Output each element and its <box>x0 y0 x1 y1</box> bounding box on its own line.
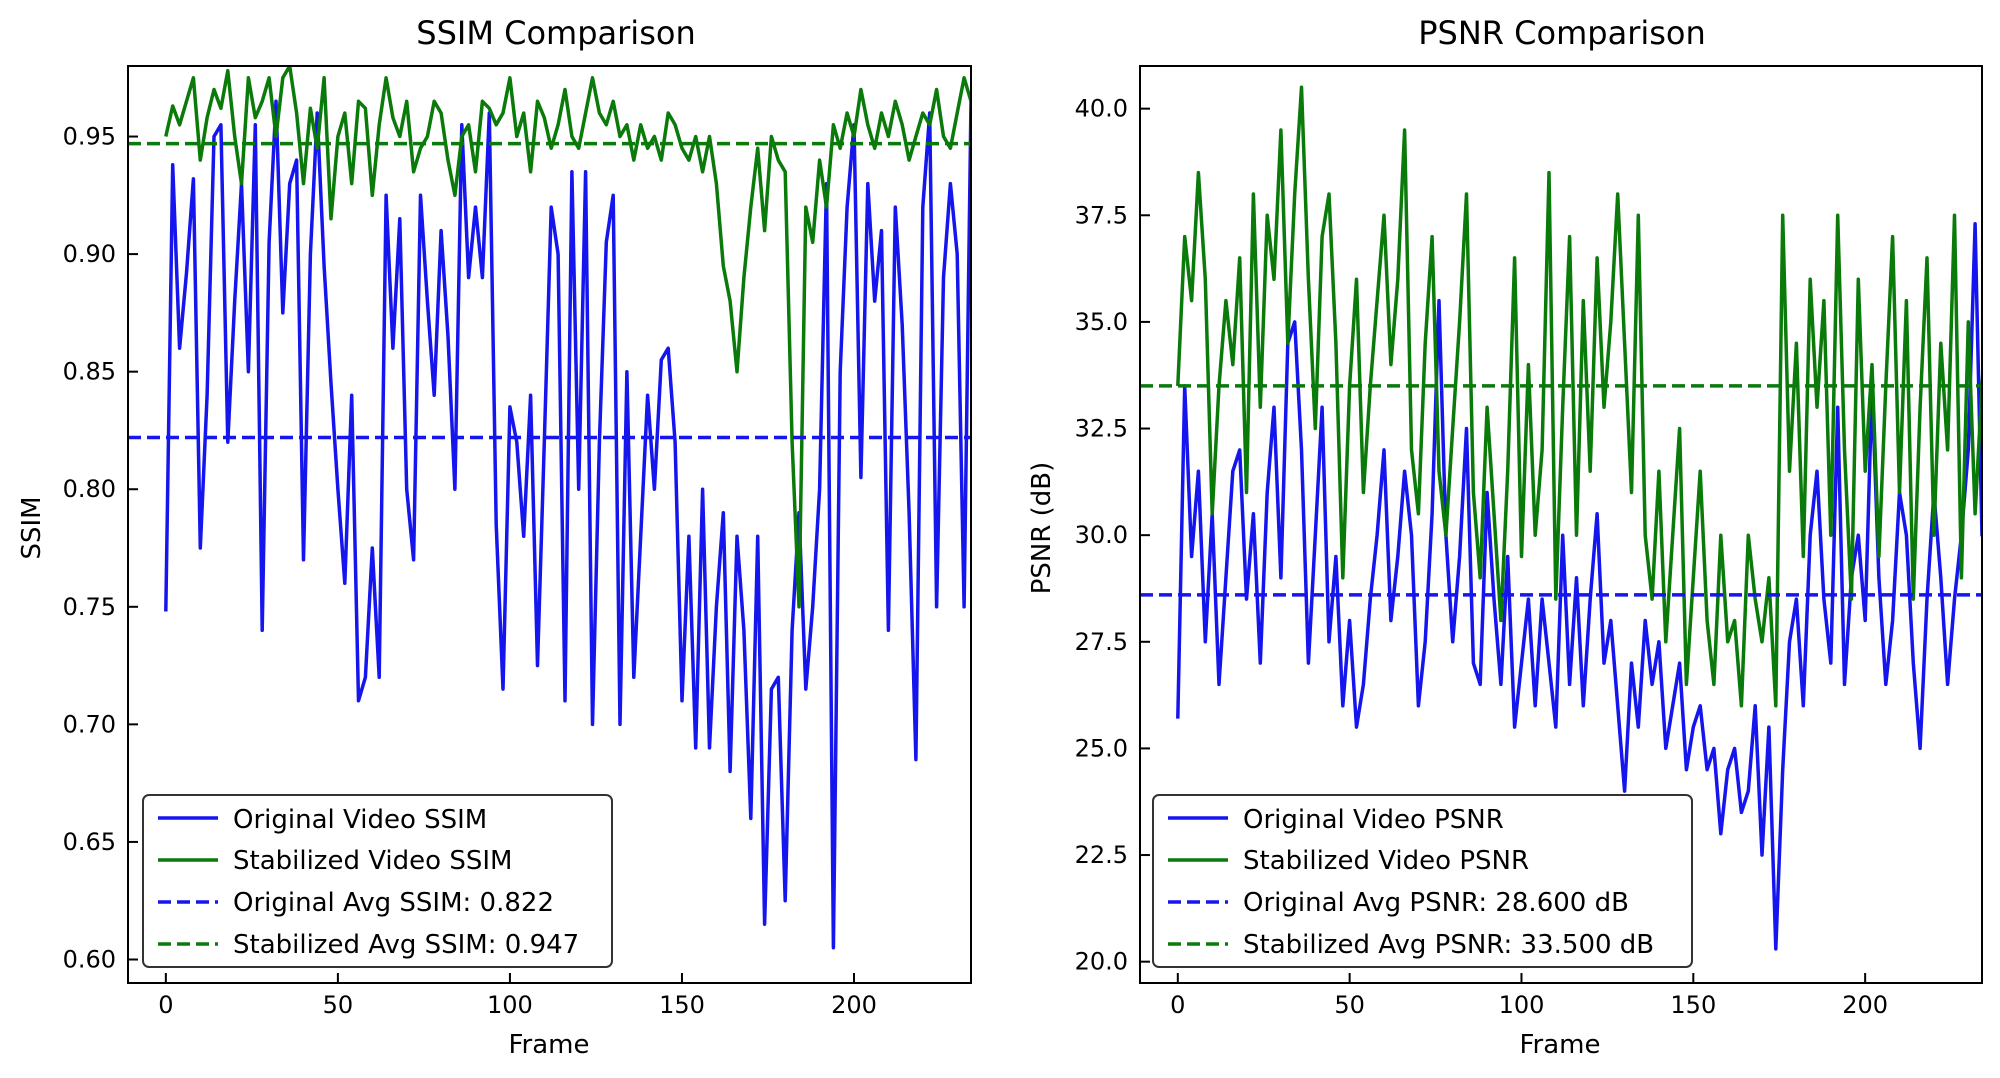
axes: 0 50 100 150 200 20.0 22.5 25.0 27.5 30.0 32.5 35.0… <box>1075 65 1983 1019</box>
x-tick-label: 200 <box>1842 991 1888 1019</box>
x-axis-label: Frame <box>1519 1030 1600 1060</box>
y-tick-label: 0.65 <box>63 828 116 856</box>
legend-label-stabilized-avg: Stabilized Avg PSNR: 33.500 dB <box>1243 930 1654 960</box>
legend-label-original: Original Video PSNR <box>1243 805 1504 835</box>
y-tick-label: 27.5 <box>1075 628 1128 656</box>
legend-box <box>1152 794 1693 968</box>
legend-label-original-avg: Original Avg SSIM: 0.822 <box>233 888 554 918</box>
legend-label-stabilized: Stabilized Video SSIM <box>233 846 512 876</box>
y-tick-label: 40.0 <box>1075 95 1128 123</box>
plot-area <box>1140 85 1982 951</box>
legend: Original Video PSNR Stabilized Video PSN… <box>1152 794 1693 968</box>
stabilized-series-line <box>1176 85 1982 708</box>
x-axis-label: Frame <box>508 1030 589 1060</box>
x-tick-label: 50 <box>323 991 354 1019</box>
y-tick-label: 30.0 <box>1075 521 1128 549</box>
x-tick-label: 150 <box>659 991 705 1019</box>
psnr-chart-panel: PSNR Comparison Frame PSNR (dB) 0 50 100 15… <box>1027 14 1983 1060</box>
y-tick-label: 0.80 <box>63 475 116 503</box>
y-tick-label: 20.0 <box>1075 948 1128 976</box>
y-tick-label: 22.5 <box>1075 841 1128 869</box>
y-tick-label: 0.90 <box>63 240 116 268</box>
legend: Original Video SSIM Stabilized Video SSI… <box>142 794 613 968</box>
x-tick-label: 50 <box>1334 991 1365 1019</box>
y-tick-label: 37.5 <box>1075 201 1128 229</box>
legend-label-stabilized-avg: Stabilized Avg SSIM: 0.947 <box>233 930 579 960</box>
stabilized-series-line <box>164 66 971 609</box>
chart-title: PSNR Comparison <box>1418 14 1706 52</box>
y-tick-label: 0.75 <box>63 593 116 621</box>
legend-label-stabilized: Stabilized Video PSNR <box>1243 846 1529 876</box>
y-tick-label: 25.0 <box>1075 734 1128 762</box>
y-axis-label: SSIM <box>17 496 47 559</box>
y-tick-label: 0.95 <box>63 123 116 151</box>
plot-area <box>128 66 971 950</box>
original-series-line <box>164 99 971 950</box>
legend-label-original: Original Video SSIM <box>233 805 487 835</box>
legend-box <box>142 794 613 968</box>
x-tick-label: 100 <box>1499 991 1545 1019</box>
axes-frame <box>1139 65 1983 984</box>
y-axis-label: PSNR (dB) <box>1027 462 1057 595</box>
chart-title: SSIM Comparison <box>416 14 695 52</box>
axes-frame <box>127 65 972 984</box>
y-tick-label: 35.0 <box>1075 308 1128 336</box>
y-tick-label: 0.70 <box>63 710 116 738</box>
x-tick-label: 0 <box>158 991 173 1019</box>
x-tick-label: 150 <box>1670 991 1716 1019</box>
x-tick-label: 0 <box>1170 991 1185 1019</box>
x-tick-label: 200 <box>831 991 877 1019</box>
y-tick-label: 0.60 <box>63 945 116 973</box>
ssim-chart-panel: SSIM Comparison Frame SSIM 0 50 100 150 2000… <box>17 14 972 1060</box>
axes: 0 50 100 150 200 0.60 0.65 0.70 0.75 0.80 0.85 0.90… <box>63 65 972 1019</box>
y-tick-label: 0.85 <box>63 358 116 386</box>
legend-label-original-avg: Original Avg PSNR: 28.600 dB <box>1243 888 1629 918</box>
x-tick-label: 100 <box>487 991 533 1019</box>
y-tick-label: 32.5 <box>1075 415 1128 443</box>
